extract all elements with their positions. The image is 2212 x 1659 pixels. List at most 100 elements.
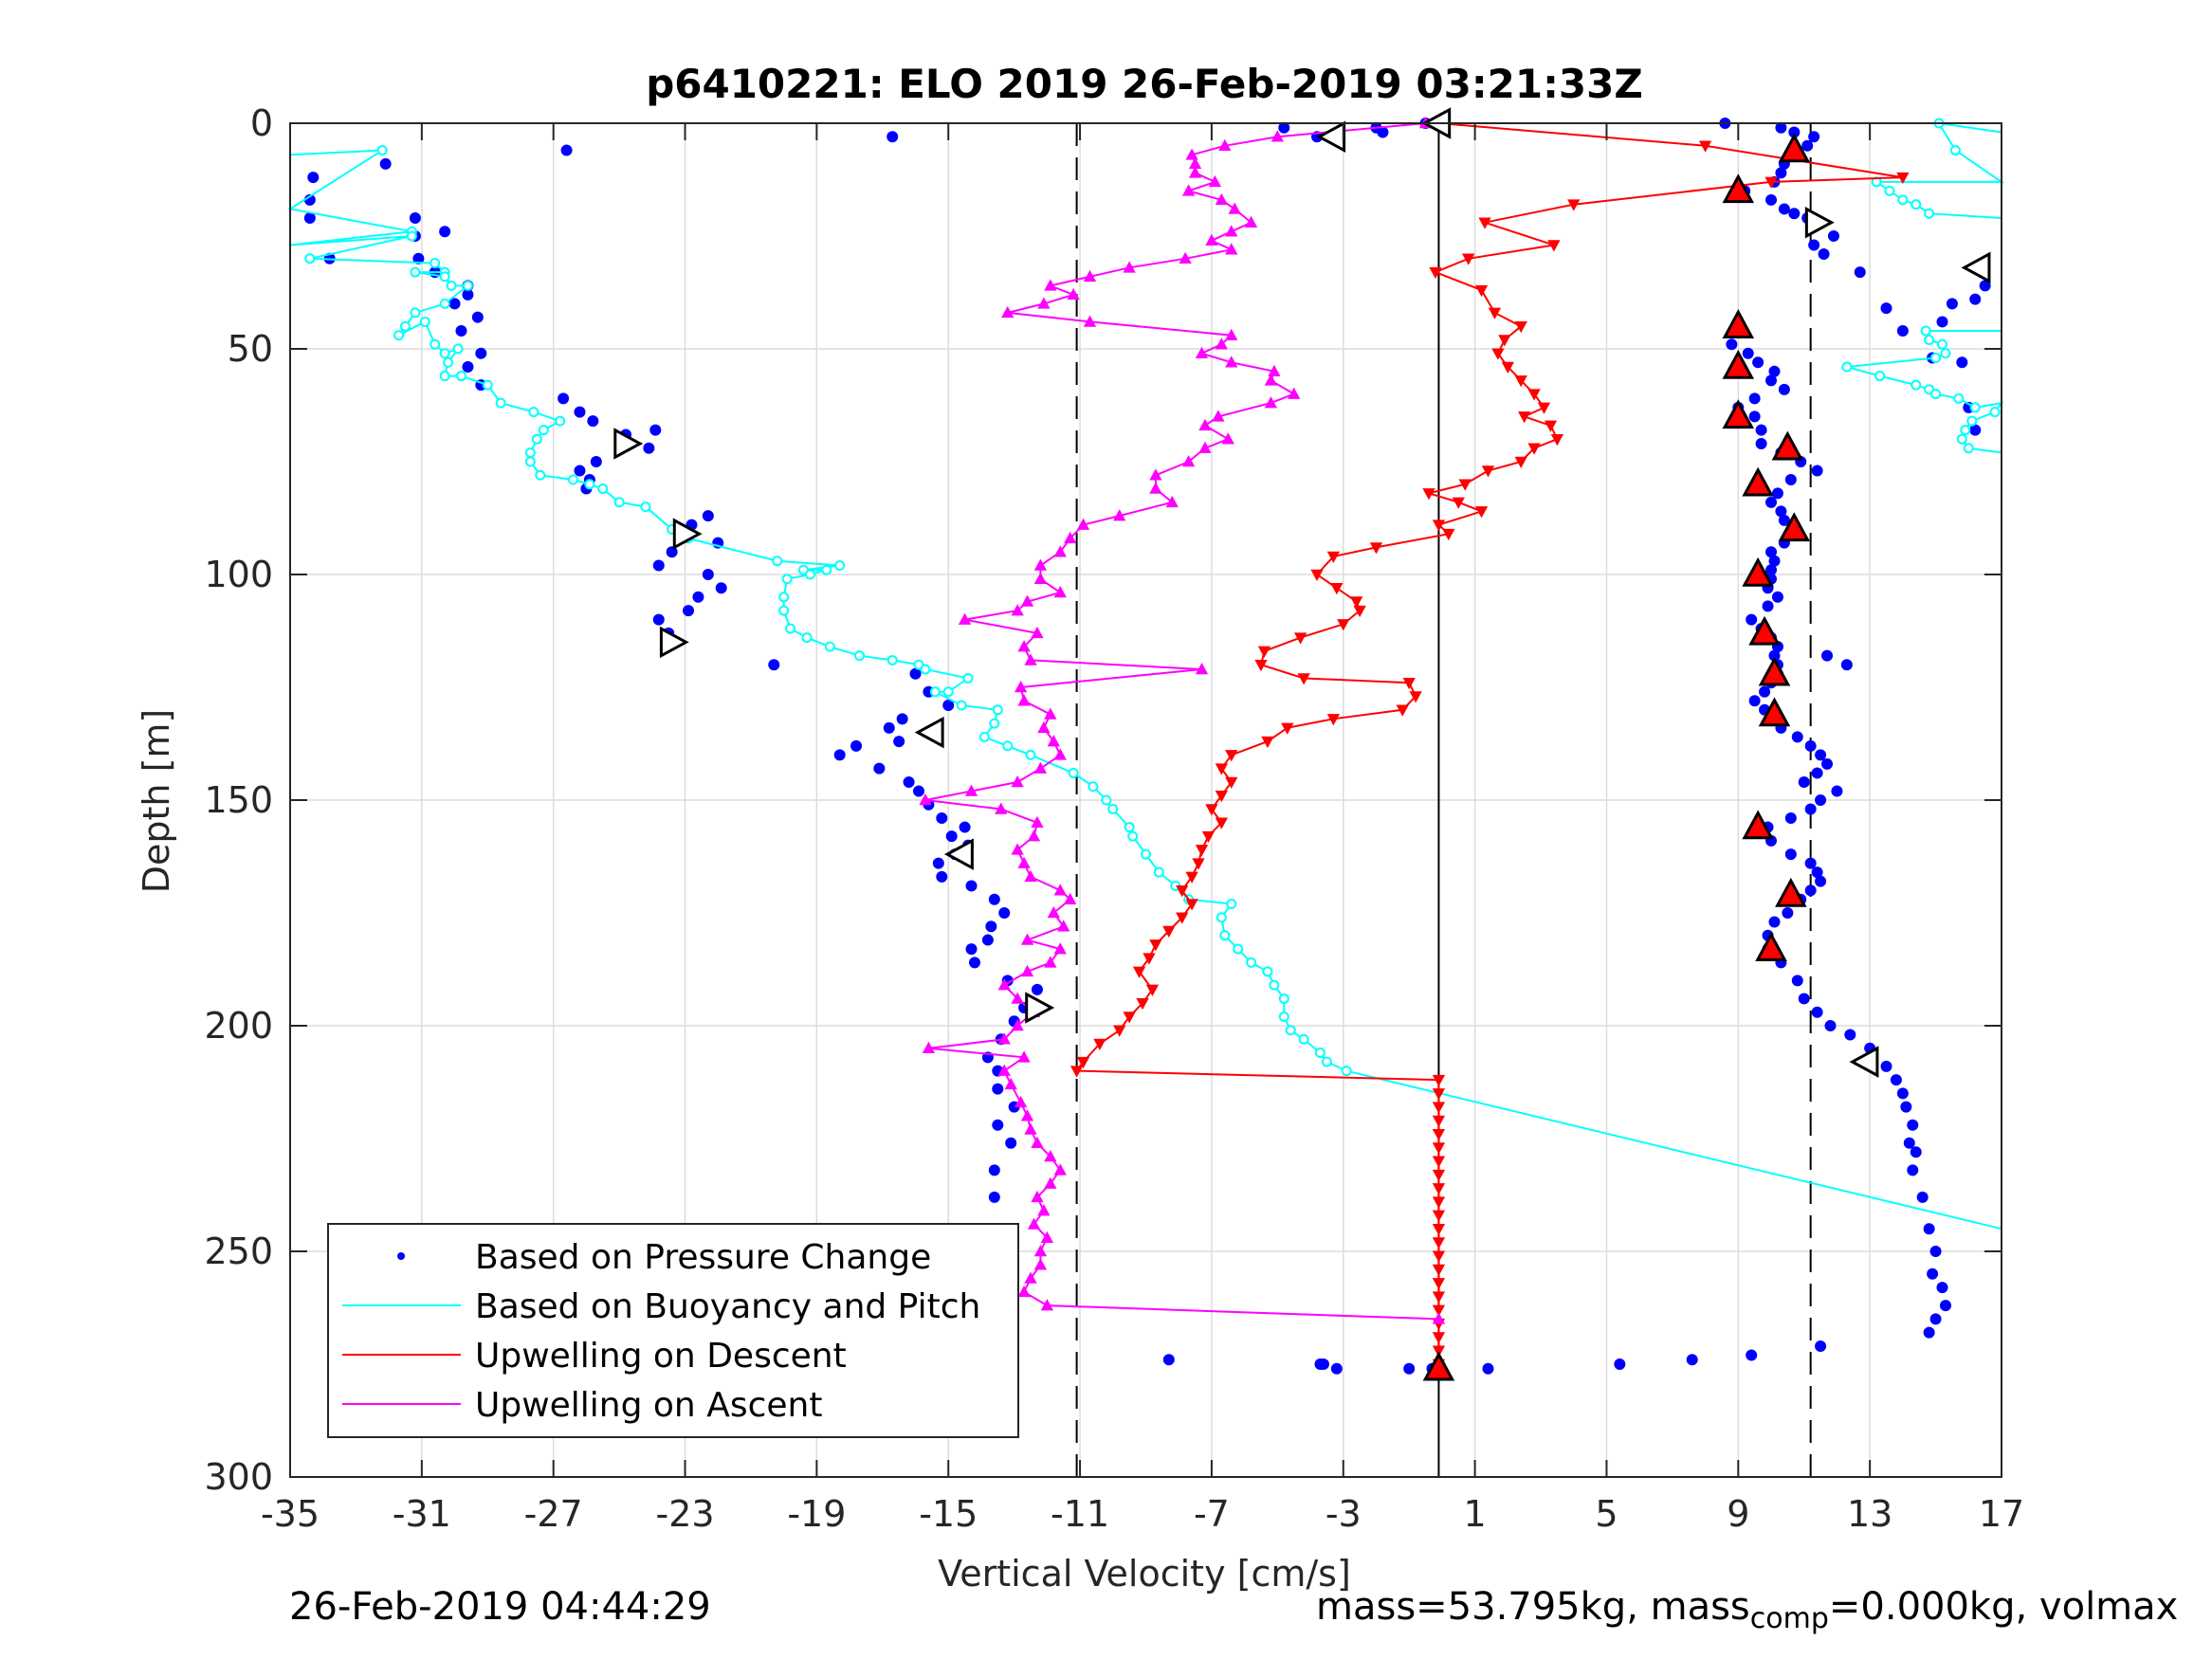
buoyancy-pitch-point xyxy=(1314,1048,1325,1059)
ascent-point xyxy=(1064,892,1077,904)
x-tick-label: -3 xyxy=(1325,1493,1362,1535)
ascent-point xyxy=(1149,482,1162,494)
descent-point xyxy=(1432,1196,1446,1209)
pressure-change-point xyxy=(462,288,474,301)
x-tick-label: -35 xyxy=(261,1493,320,1535)
ascent-point xyxy=(1011,843,1024,855)
pressure-change-point xyxy=(1880,302,1892,315)
pressure-change-point xyxy=(1900,1101,1912,1113)
pressure-change-point xyxy=(412,252,425,264)
descent-point xyxy=(1432,1291,1446,1304)
buoyancy-pitch-point xyxy=(824,641,835,652)
ascent-point xyxy=(1165,495,1179,508)
x-tick-label: -23 xyxy=(655,1493,714,1535)
ascent-point xyxy=(1064,531,1077,544)
pressure-change-point xyxy=(1801,139,1814,152)
pressure-change-point xyxy=(1903,1137,1915,1149)
pressure-change-point xyxy=(652,559,665,572)
pressure-change-point xyxy=(909,667,922,680)
pressure-change-point xyxy=(1768,365,1781,377)
ascent-point xyxy=(1225,328,1238,340)
ascent-point xyxy=(1212,410,1225,422)
buoyancy-pitch-point xyxy=(399,320,411,332)
pressure-change-point xyxy=(1811,1006,1823,1018)
pressure-change-point xyxy=(981,934,994,946)
pressure-change-point xyxy=(936,870,948,883)
descent-point xyxy=(1176,912,1189,924)
pressure-change-point xyxy=(1748,410,1761,423)
descent-point xyxy=(1452,497,1465,509)
pressure-change-point xyxy=(1784,812,1797,825)
pressure-change-point xyxy=(1815,1340,1827,1352)
descent-marker xyxy=(1722,173,1755,204)
descent-point xyxy=(1195,845,1209,857)
ascent-point xyxy=(1011,604,1024,616)
pressure-change-point xyxy=(1811,767,1823,779)
pressure-change-point xyxy=(1482,1362,1494,1375)
buoyancy-pitch-point xyxy=(439,348,450,359)
ascent-point xyxy=(1083,315,1097,327)
descent-point xyxy=(1432,1169,1446,1182)
pressure-change-point xyxy=(1614,1358,1626,1370)
descent-marker xyxy=(1755,931,1787,961)
descent-point xyxy=(1514,320,1527,334)
buoyancy-pitch-point xyxy=(1937,338,1948,350)
pressure-change-point xyxy=(942,700,955,712)
legend-box xyxy=(327,1223,1019,1438)
pressure-change-point xyxy=(1798,775,1810,788)
buoyancy-pitch-point xyxy=(1963,443,1974,454)
ascent-point xyxy=(1033,761,1048,774)
pressure-change-point xyxy=(1824,1020,1837,1031)
pressure-change-point xyxy=(1808,131,1820,143)
ascent-point xyxy=(1011,1019,1024,1031)
series-buoyancy-and-pitch-right-segment-2- xyxy=(1841,325,2004,454)
descent-point xyxy=(1481,465,1495,478)
pressure-change-point xyxy=(1765,193,1778,206)
ascent-point xyxy=(997,1032,1011,1045)
buoyancy-pitch-point xyxy=(1216,912,1227,923)
descent-point xyxy=(1488,307,1502,319)
descent-point xyxy=(1225,776,1238,789)
buoyancy-pitch-point xyxy=(1088,781,1099,793)
pressure-change-point xyxy=(1815,794,1827,806)
pressure-change-point xyxy=(1765,496,1778,508)
pressure-change-point xyxy=(683,605,695,617)
buoyancy-pitch-line xyxy=(1873,121,2005,219)
ascent-point xyxy=(1179,251,1192,264)
descent-point xyxy=(1185,871,1198,884)
descent-point xyxy=(1567,199,1581,211)
descent-point xyxy=(1518,411,1531,424)
ascent-point xyxy=(1432,1312,1446,1324)
legend-label: Based on Buoyancy and Pitch xyxy=(475,1287,980,1326)
legend-swatch-dot xyxy=(397,1252,405,1260)
x-tick-label: -19 xyxy=(787,1493,846,1535)
pressure-change-point xyxy=(1821,649,1834,662)
legend-label: Upwelling on Descent xyxy=(475,1337,847,1376)
descent-marker xyxy=(1758,697,1791,727)
x-tick-label: 5 xyxy=(1595,1493,1618,1535)
descent-point xyxy=(1093,1038,1106,1051)
pressure-change-point xyxy=(1788,208,1801,220)
pressure-change-point xyxy=(448,298,461,310)
ascent-point xyxy=(1044,1150,1057,1162)
pressure-change-point xyxy=(1784,474,1797,486)
buoyancy-pitch-point xyxy=(446,280,457,291)
buoyancy-pitch-point xyxy=(376,145,388,156)
x-tick-label: -31 xyxy=(393,1493,451,1535)
pressure-change-point xyxy=(462,361,474,374)
descent-point xyxy=(1132,966,1146,978)
pressure-change-point xyxy=(1804,857,1817,869)
descent-marker xyxy=(1722,349,1755,379)
buoyancy-pitch-point xyxy=(1025,749,1036,760)
pressure-change-point xyxy=(945,830,958,843)
ascent-point xyxy=(1033,1245,1048,1257)
descent-point xyxy=(1432,1102,1446,1114)
buoyancy-pitch-point xyxy=(785,623,796,634)
descent-point xyxy=(1293,632,1307,645)
pressure-change-point xyxy=(439,226,451,238)
descent-point xyxy=(1432,1074,1446,1087)
y-tick-label: 250 xyxy=(204,1231,273,1272)
buoyancy-pitch-point xyxy=(1298,1033,1309,1045)
buoyancy-pitch-point xyxy=(393,330,405,341)
turn-marker xyxy=(613,428,644,460)
